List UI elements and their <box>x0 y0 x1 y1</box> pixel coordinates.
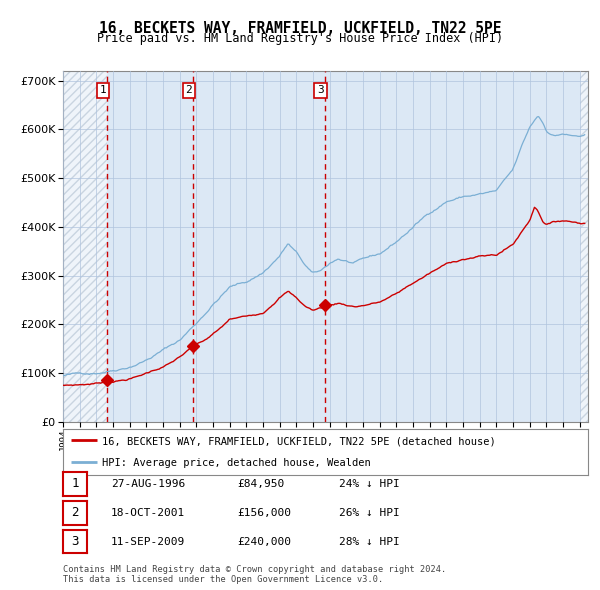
Text: £156,000: £156,000 <box>237 508 291 517</box>
Text: Price paid vs. HM Land Registry's House Price Index (HPI): Price paid vs. HM Land Registry's House … <box>97 32 503 45</box>
Bar <box>580 71 588 422</box>
Text: 2: 2 <box>185 86 192 96</box>
Text: £84,950: £84,950 <box>237 479 284 489</box>
Text: 2: 2 <box>71 506 79 519</box>
Text: 16, BECKETS WAY, FRAMFIELD, UCKFIELD, TN22 5PE: 16, BECKETS WAY, FRAMFIELD, UCKFIELD, TN… <box>99 21 501 35</box>
Text: 16, BECKETS WAY, FRAMFIELD, UCKFIELD, TN22 5PE (detached house): 16, BECKETS WAY, FRAMFIELD, UCKFIELD, TN… <box>103 437 496 447</box>
Text: 3: 3 <box>71 535 79 548</box>
Bar <box>63 71 107 422</box>
Text: HPI: Average price, detached house, Wealden: HPI: Average price, detached house, Weal… <box>103 458 371 468</box>
Text: 28% ↓ HPI: 28% ↓ HPI <box>339 537 400 546</box>
Text: 3: 3 <box>317 86 324 96</box>
Text: 24% ↓ HPI: 24% ↓ HPI <box>339 479 400 489</box>
Text: 27-AUG-1996: 27-AUG-1996 <box>111 479 185 489</box>
Text: 1: 1 <box>71 477 79 490</box>
Text: 1: 1 <box>100 86 106 96</box>
Text: 18-OCT-2001: 18-OCT-2001 <box>111 508 185 517</box>
Text: 11-SEP-2009: 11-SEP-2009 <box>111 537 185 546</box>
Text: Contains HM Land Registry data © Crown copyright and database right 2024.
This d: Contains HM Land Registry data © Crown c… <box>63 565 446 584</box>
Text: 26% ↓ HPI: 26% ↓ HPI <box>339 508 400 517</box>
Text: £240,000: £240,000 <box>237 537 291 546</box>
